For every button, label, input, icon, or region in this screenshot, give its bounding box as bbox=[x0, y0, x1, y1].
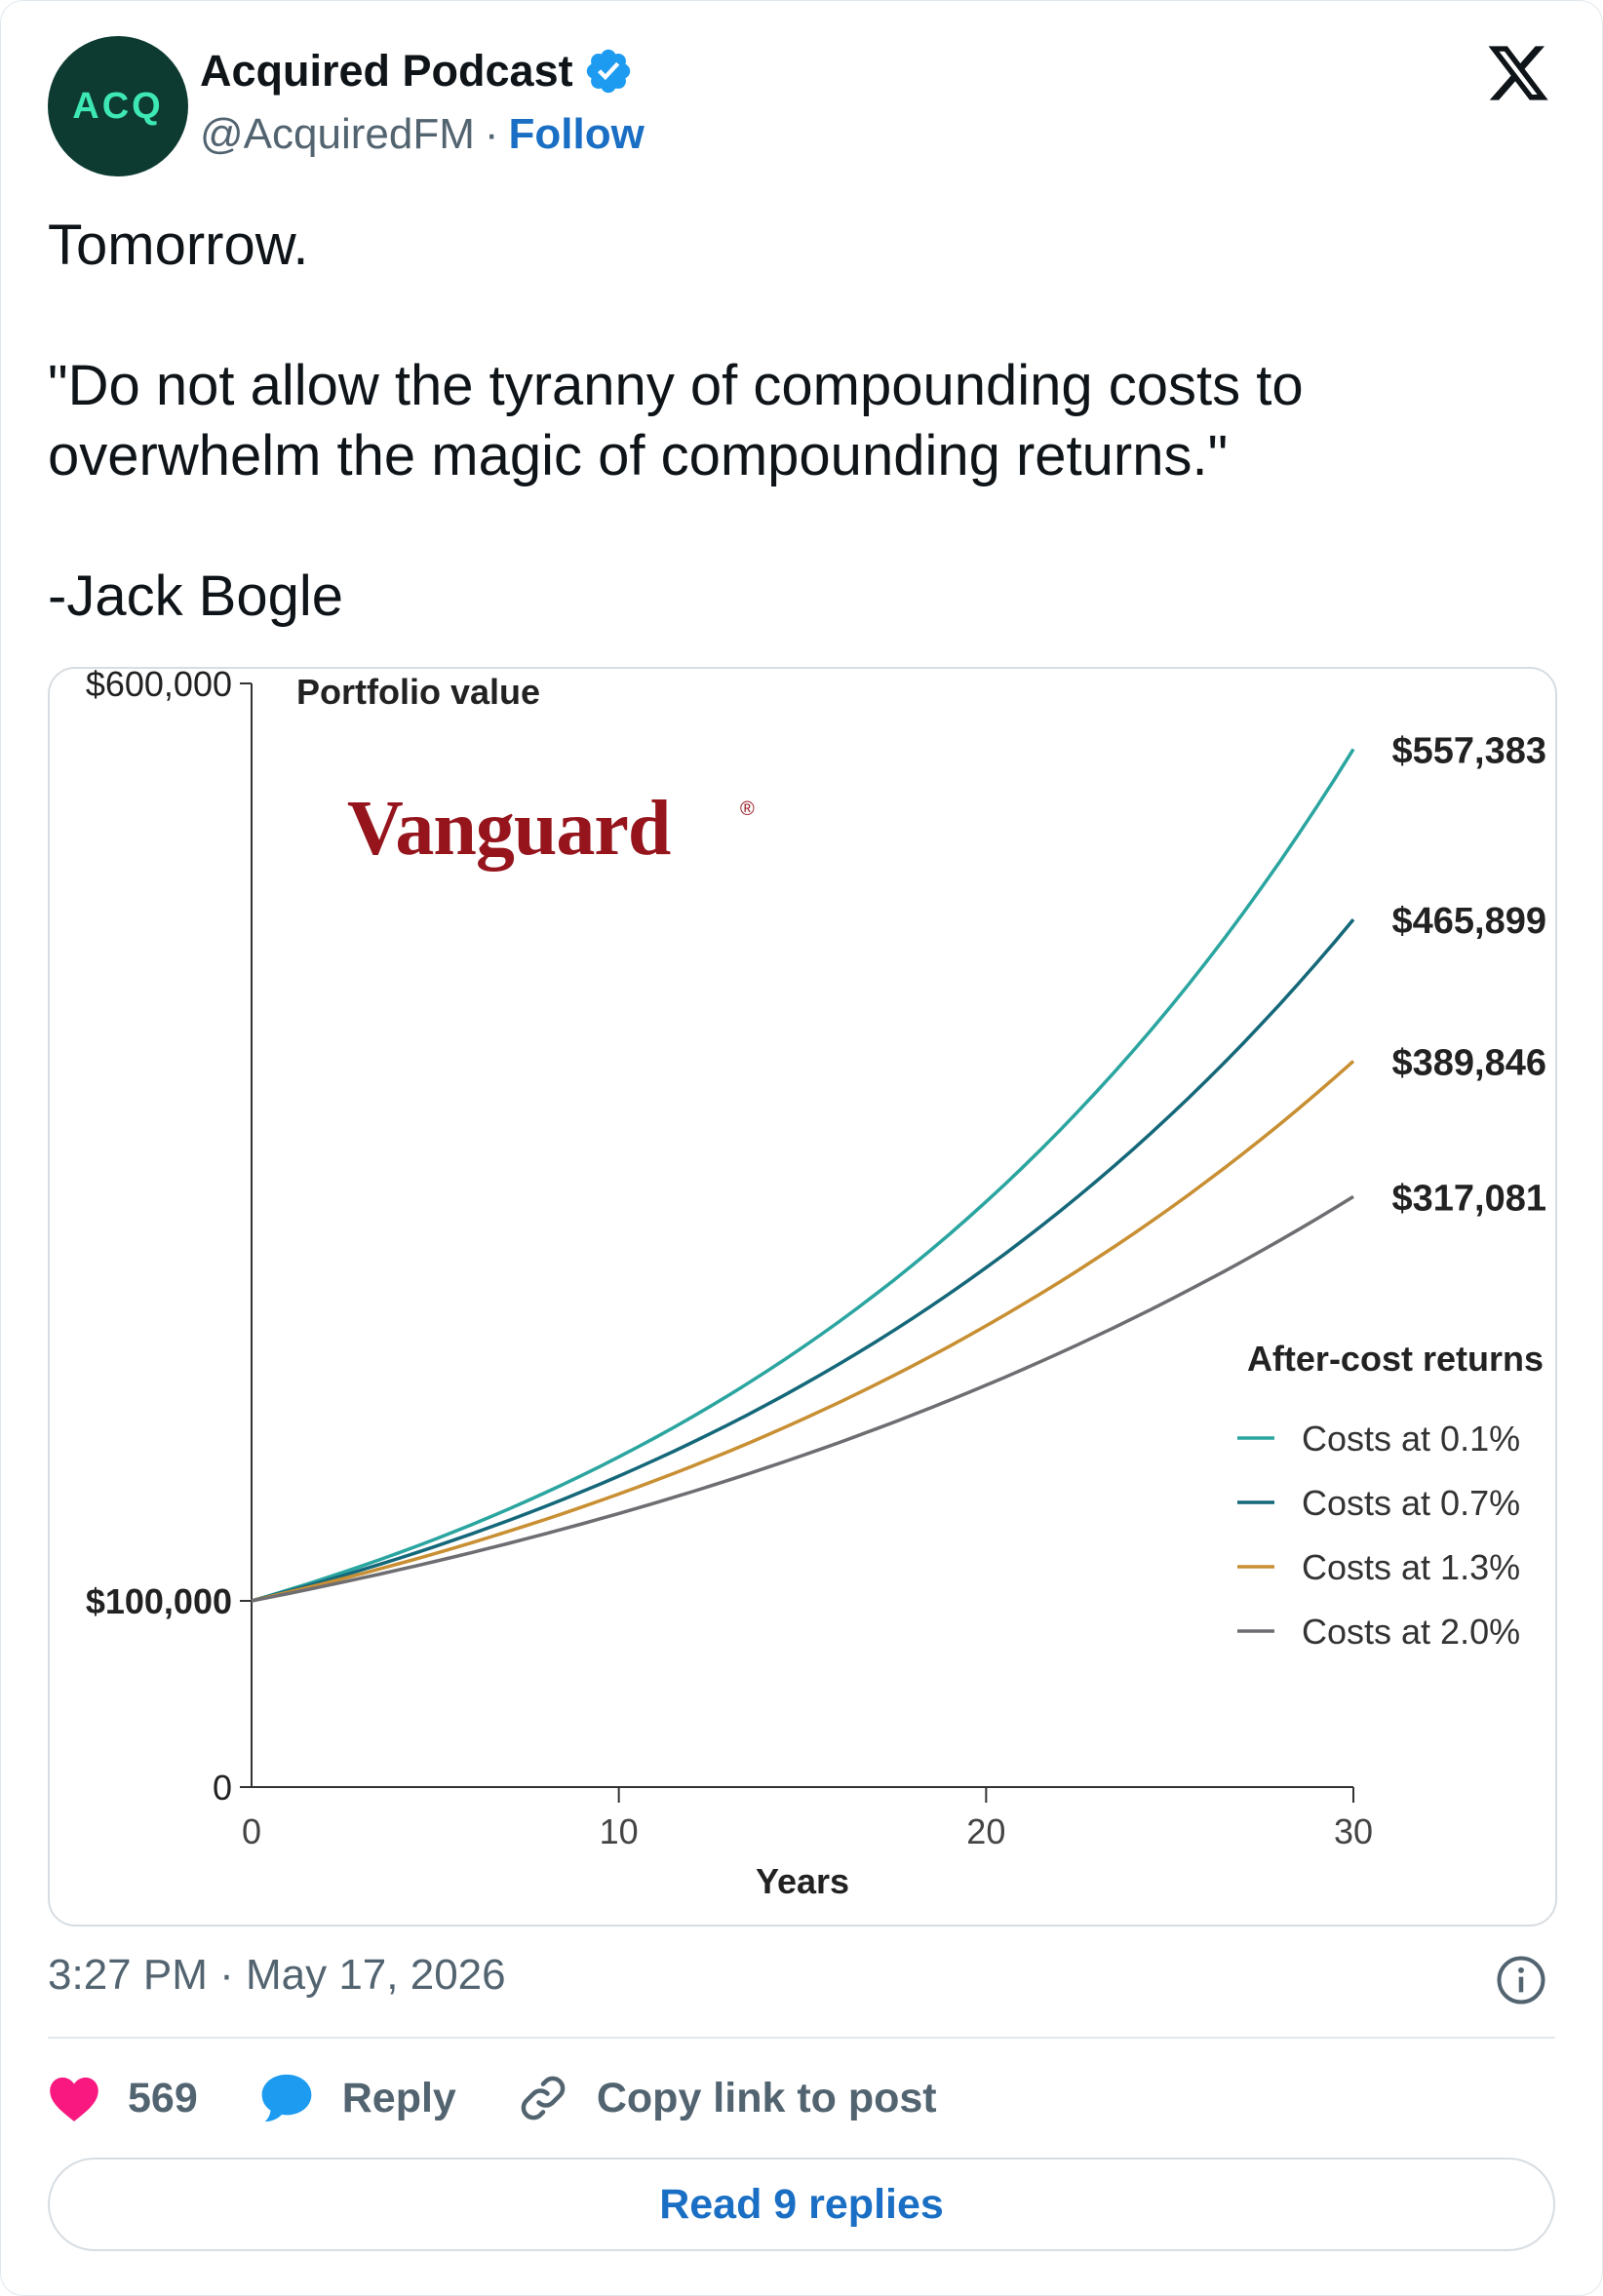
post-date: May 17, 2026 bbox=[245, 1951, 506, 1999]
read-replies-button[interactable]: Read 9 replies bbox=[48, 2158, 1555, 2251]
x-tick-label: 30 bbox=[1334, 1811, 1373, 1851]
reply-bubble-icon bbox=[261, 2074, 312, 2122]
heart-icon bbox=[50, 2077, 98, 2121]
series-line bbox=[251, 1194, 1354, 1603]
legend-label: Costs at 0.1% bbox=[1302, 1419, 1520, 1459]
author-handle[interactable]: @AcquiredFM bbox=[200, 110, 475, 158]
series-line bbox=[251, 1060, 1355, 1603]
like-count: 569 bbox=[128, 2074, 198, 2121]
x-logo-icon[interactable] bbox=[1485, 40, 1551, 106]
avatar[interactable]: ACQ bbox=[48, 36, 188, 176]
copy-link-button[interactable]: Copy link to post bbox=[517, 2072, 937, 2124]
info-icon[interactable] bbox=[1495, 1954, 1547, 2006]
x-axis-label: Years bbox=[756, 1861, 849, 1901]
vanguard-logo: Vanguard bbox=[347, 786, 671, 872]
action-bar: 569 Reply Copy link to post bbox=[48, 2066, 997, 2130]
separator-dot: · bbox=[484, 110, 499, 158]
tweet-text: Tomorrow. "Do not allow the tyranny of c… bbox=[48, 214, 1304, 628]
series-line bbox=[251, 917, 1355, 1603]
x-tick-label: 10 bbox=[600, 1811, 639, 1851]
series-line bbox=[251, 748, 1355, 1603]
legend-label: Costs at 0.7% bbox=[1302, 1483, 1520, 1523]
legend-label: Costs at 2.0% bbox=[1302, 1612, 1520, 1652]
y-tick-label: 0 bbox=[213, 1768, 232, 1808]
chart-title: Portfolio value bbox=[296, 672, 540, 712]
post-time: 3:27 PM bbox=[48, 1951, 208, 1999]
like-button[interactable]: 569 bbox=[48, 2074, 198, 2122]
author-name-row: Acquired Podcast bbox=[200, 46, 634, 97]
series-end-label: $557,383 bbox=[1392, 730, 1547, 771]
chart-image[interactable]: $600,000 $100,000 0 0 10 20 30 Portfolio value Y… bbox=[48, 667, 1557, 1926]
series-end-label: $465,899 bbox=[1392, 901, 1547, 942]
vanguard-registered-mark: ® bbox=[740, 798, 755, 820]
reply-label: Reply bbox=[341, 2074, 456, 2121]
legend-title: After-cost returns bbox=[1247, 1339, 1544, 1379]
timestamp[interactable]: 3:27 PM · May 17, 2026 bbox=[48, 1951, 506, 2000]
reply-button[interactable]: Reply bbox=[258, 2072, 456, 2124]
x-tick-label: 20 bbox=[966, 1811, 1005, 1851]
legend-label: Costs at 1.3% bbox=[1302, 1547, 1520, 1587]
portfolio-chart: $600,000 $100,000 00 10 20 30 Portfolio value Y… bbox=[86, 669, 1547, 1901]
series-end-label: $317,081 bbox=[1392, 1178, 1547, 1219]
verified-badge-icon bbox=[586, 49, 630, 94]
y-tick-label: $600,000 bbox=[86, 669, 232, 704]
copy-link-label: Copy link to post bbox=[596, 2074, 937, 2121]
timestamp-separator: · bbox=[207, 1951, 246, 1999]
link-icon bbox=[521, 2076, 566, 2121]
follow-button[interactable]: Follow bbox=[508, 110, 645, 158]
divider bbox=[48, 2037, 1555, 2039]
series-end-label: $389,846 bbox=[1392, 1042, 1547, 1083]
author-name[interactable]: Acquired Podcast bbox=[200, 46, 573, 96]
handle-row: @AcquiredFM · Follow bbox=[200, 110, 645, 159]
x-tick-label: 0 bbox=[242, 1811, 261, 1851]
avatar-text: ACQ bbox=[72, 85, 164, 127]
y-tick-label: $100,000 bbox=[86, 1581, 232, 1621]
